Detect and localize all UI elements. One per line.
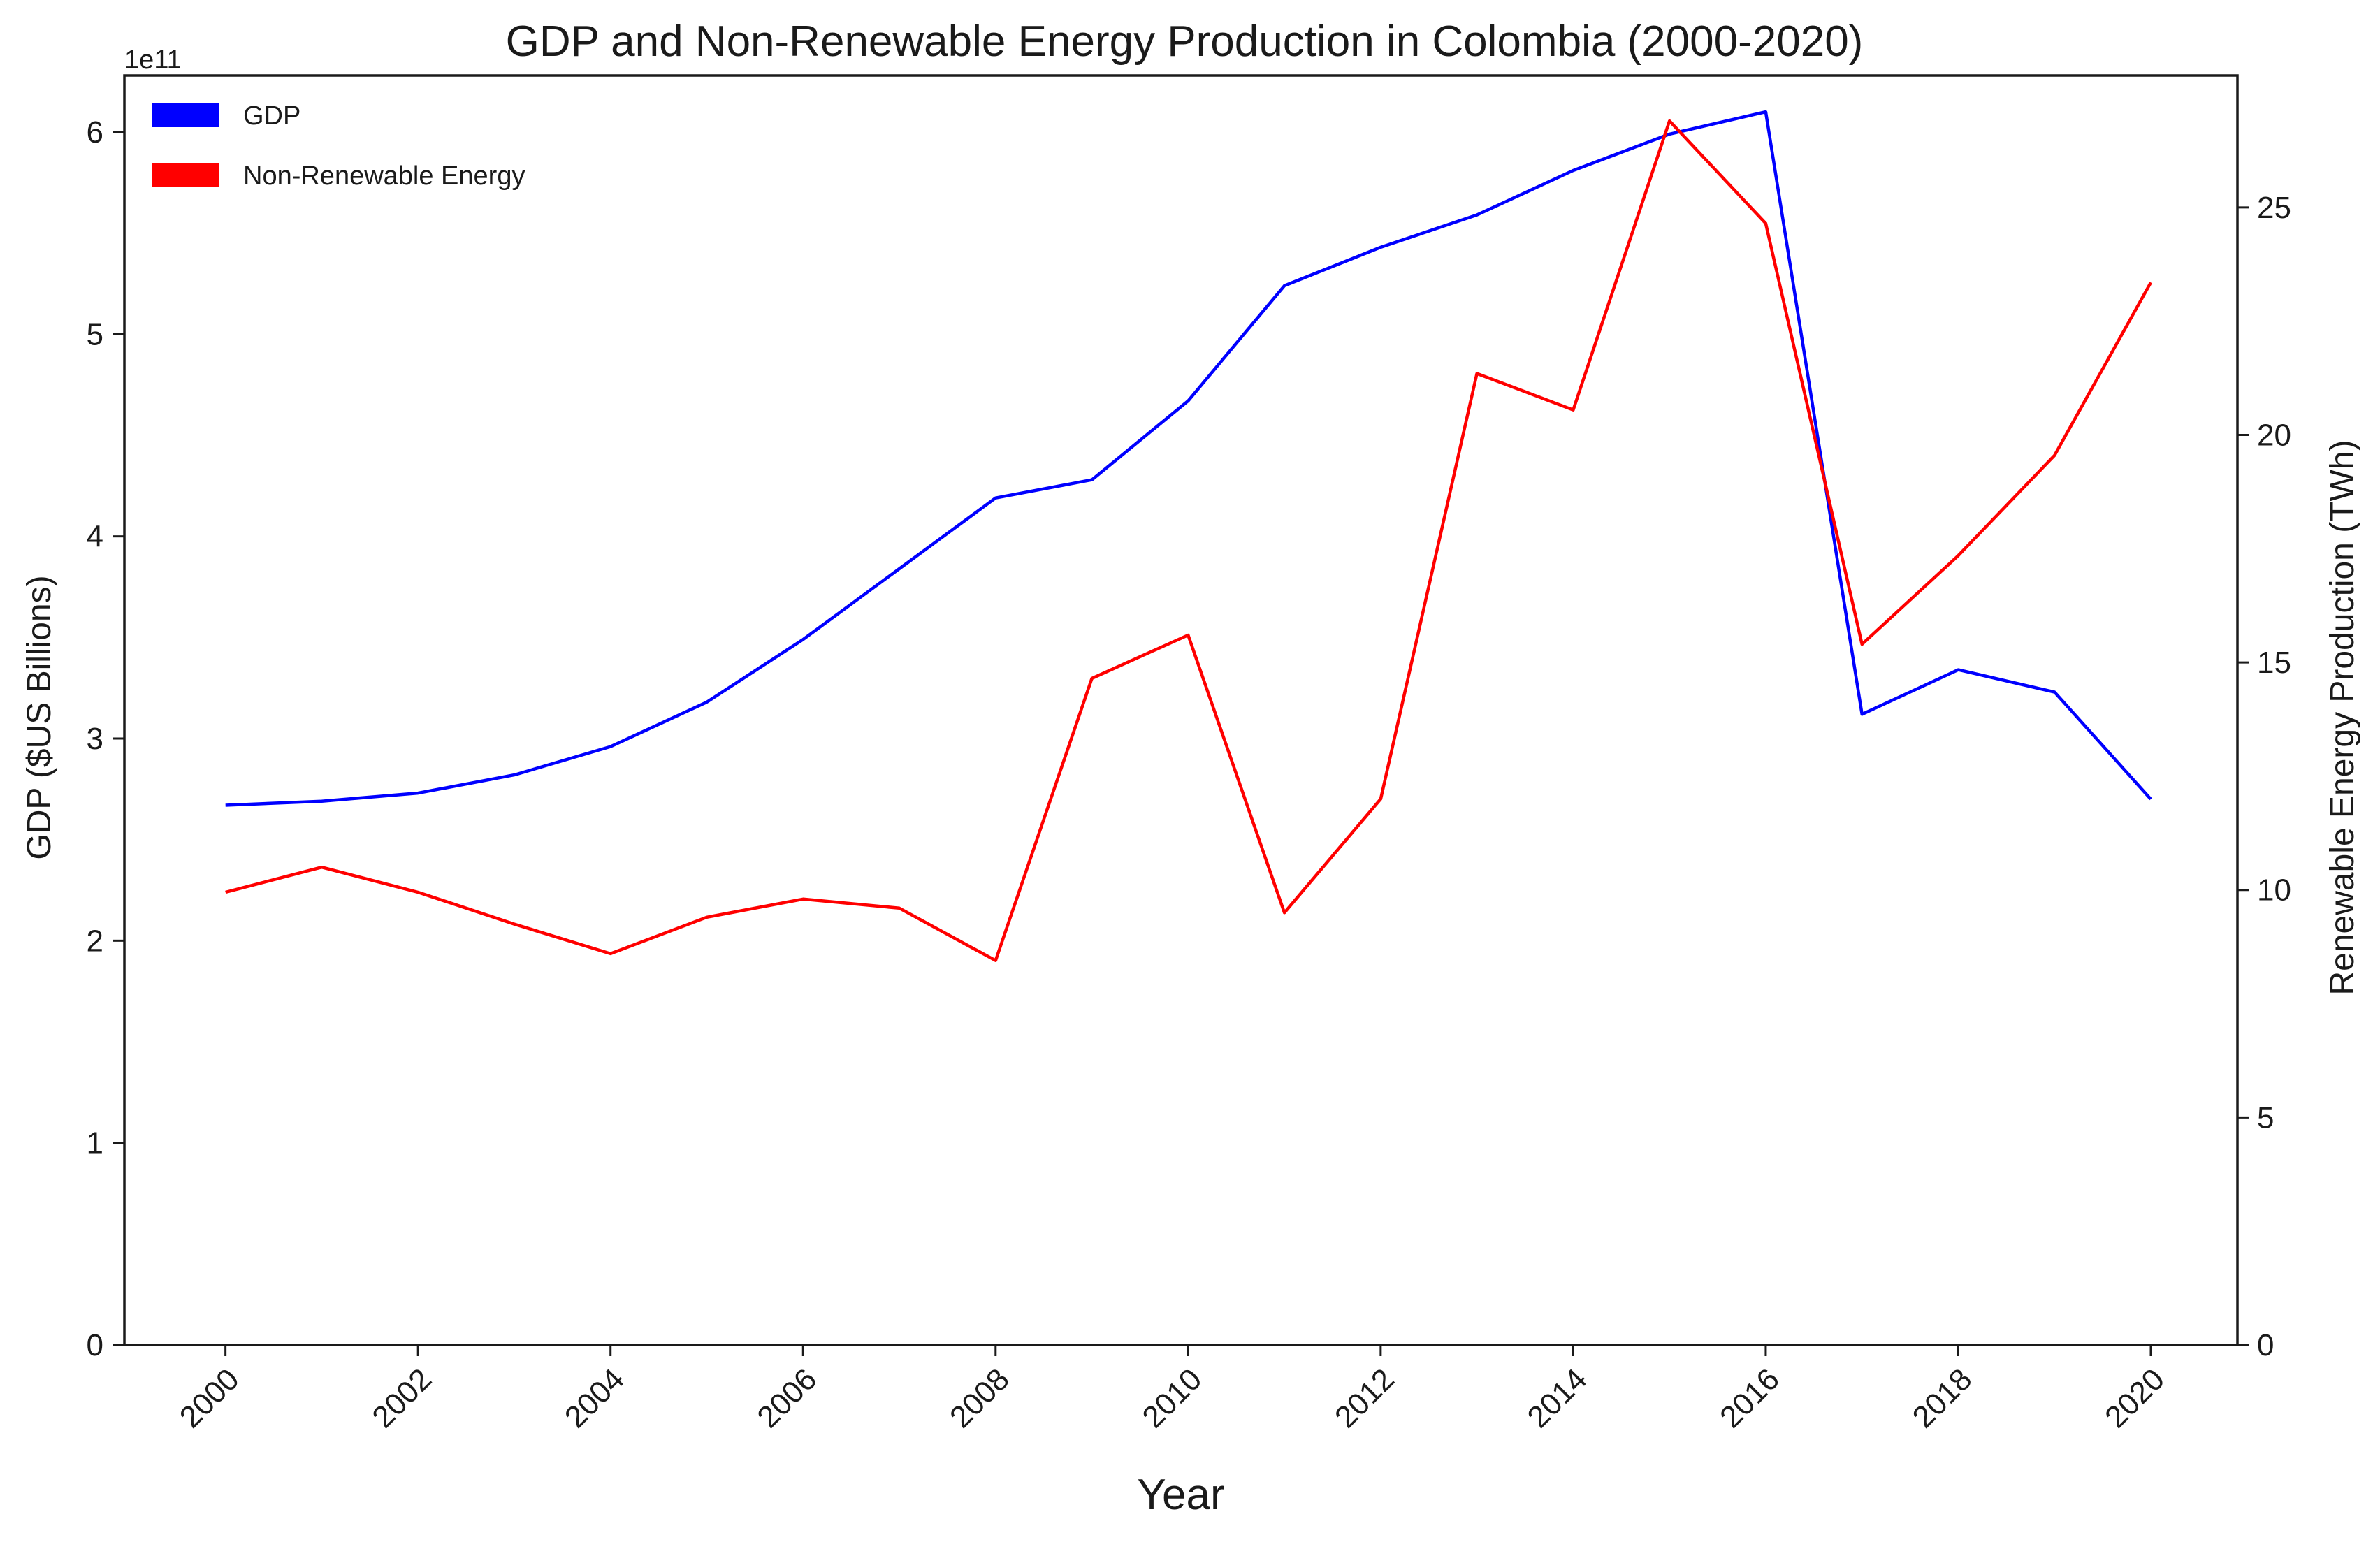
legend-label: GDP [243, 101, 300, 131]
x-tick-label: 2016 [1713, 1362, 1786, 1434]
x-axis-title: Year [1137, 1471, 1224, 1519]
x-tick-label: 2018 [1906, 1362, 1979, 1434]
right-axis: 0 5 10 15 20 25 [2237, 191, 2291, 1362]
series-line-non-renewable-energy [225, 119, 2152, 962]
left-tick-label: 2 [87, 924, 103, 958]
x-tick-label: 2006 [750, 1362, 823, 1434]
x-tick-label: 2004 [558, 1362, 631, 1434]
x-tick-label: 2020 [2098, 1362, 2171, 1434]
legend-label: Non-Renewable Energy [243, 161, 525, 191]
x-tick-label: 2002 [365, 1362, 438, 1434]
left-tick-label: 6 [87, 115, 103, 150]
legend: GDP Non-Renewable Energy [152, 101, 525, 191]
legend-swatch [152, 103, 219, 127]
left-axis: 0 1 2 3 4 5 6 [87, 115, 124, 1362]
left-tick-label: 0 [87, 1328, 103, 1362]
legend-swatch [152, 163, 219, 187]
left-tick-label: 1 [87, 1126, 103, 1161]
series-layer [225, 110, 2152, 962]
left-axis-offset-label: 1e11 [124, 45, 182, 75]
x-tick-label: 2012 [1328, 1362, 1401, 1434]
series-line-gdp [225, 110, 2152, 807]
x-tick-label: 2008 [943, 1362, 1016, 1434]
x-tick-label: 2010 [1136, 1362, 1209, 1434]
x-tick-label: 2014 [1521, 1362, 1594, 1434]
right-axis-title: Renewable Energy Production (TWh) [2324, 439, 2361, 995]
right-tick-label: 0 [2257, 1328, 2274, 1362]
right-tick-label: 10 [2257, 873, 2291, 908]
x-axis: 2000 2002 2004 2006 2008 2010 2012 2014 2016 2018… [173, 1345, 2171, 1434]
right-tick-label: 15 [2257, 646, 2291, 680]
x-tick-label: 2000 [173, 1362, 246, 1434]
left-tick-label: 3 [87, 722, 103, 756]
right-tick-label: 5 [2257, 1100, 2274, 1135]
left-axis-title: GDP ($US Billions) [21, 575, 58, 859]
right-tick-label: 20 [2257, 418, 2291, 452]
plot-border [123, 74, 2239, 1346]
left-tick-label: 5 [87, 317, 103, 351]
right-tick-label: 25 [2257, 191, 2291, 225]
chart-title: GDP and Non-Renewable Energy Production … [506, 17, 1864, 66]
plot-frame [123, 74, 2239, 1346]
left-tick-label: 4 [87, 520, 103, 554]
